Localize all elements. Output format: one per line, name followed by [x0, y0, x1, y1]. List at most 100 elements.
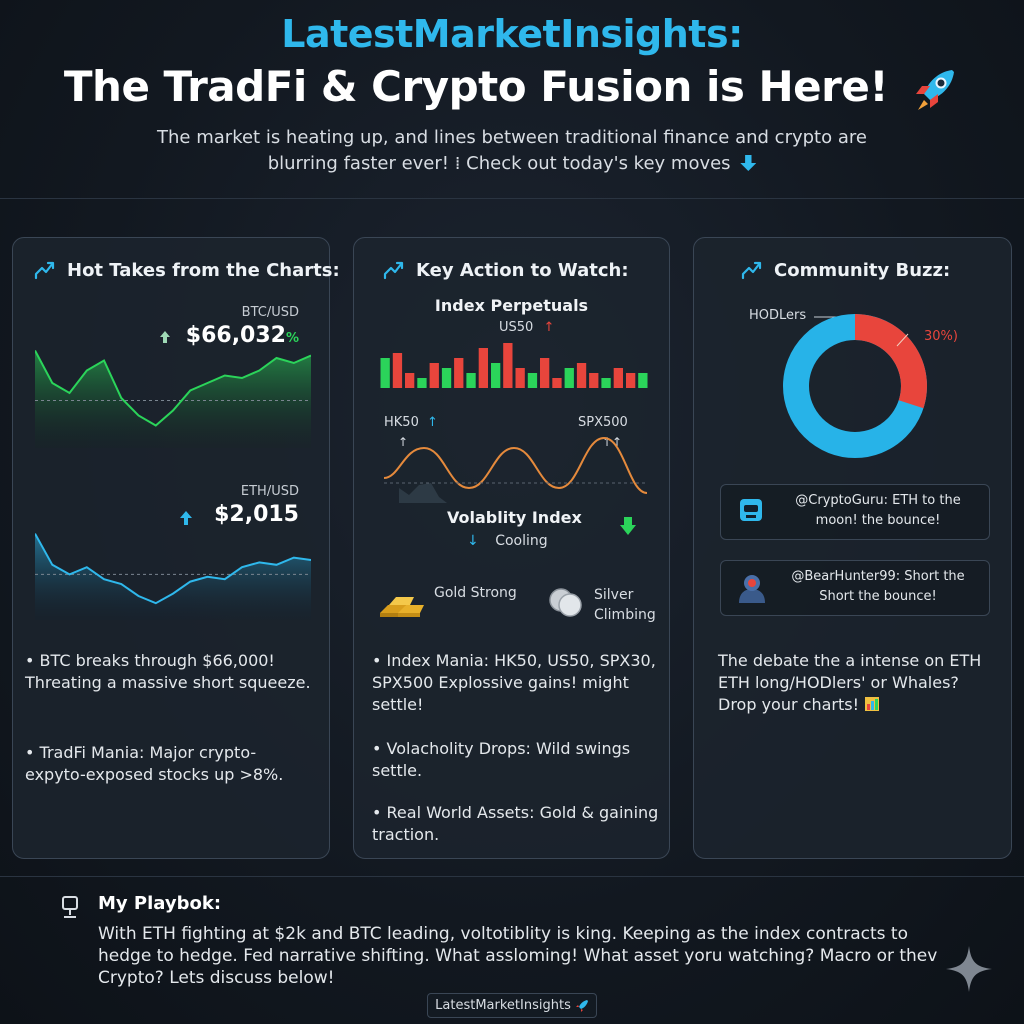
headline: The TradFi & Crypto Fusion is Here! [0, 62, 1024, 116]
bullet-1: • Index Mania: HK50, US50, SPX30, SPX500… [372, 651, 656, 714]
comment-text-1: @CryptoGuru: ETH to the moon! the bounce… [795, 493, 961, 528]
bullet-1: • BTC breaks through $66,000! Threating … [25, 651, 311, 692]
volatility-wave-chart [383, 436, 648, 503]
chart-up-icon [34, 261, 55, 280]
gold-label: Gold Strong [434, 585, 517, 601]
footer-tag-text: LatestMarketInsights [435, 998, 571, 1013]
bullet-2: • TradFi Mania: Major crypto-expyto-expo… [25, 743, 284, 784]
sparkle-icon [946, 946, 992, 992]
perp-bar [576, 363, 587, 388]
btc-area-chart [35, 350, 311, 448]
donut-label: HODLers [749, 308, 807, 323]
hk50-text: HK50 [384, 415, 419, 430]
card-title-buzz: Community Buzz: [740, 258, 950, 282]
arrow-down-icon [620, 517, 636, 535]
perp-bar [540, 358, 550, 388]
perp-bar [380, 358, 390, 388]
bullet-2: • Volacholity Drops: Wild swings settle. [372, 739, 631, 780]
card-title-key-action: Key Action to Watch: [382, 258, 629, 282]
subtitle-text: The market is heating up, and lines betw… [157, 127, 867, 174]
footer-tag[interactable]: LatestMarketInsights [427, 993, 597, 1018]
debate-text: The debate the a intense on ETH ETH long… [718, 650, 998, 716]
btc-price-suffix: % [285, 331, 299, 346]
vol-title: Volablity Index [447, 508, 582, 527]
header: LatestMarketInsights: The TradFi & Crypt… [0, 0, 1024, 198]
vol-status: ↓ Cooling [467, 533, 548, 549]
perp-bar [552, 378, 562, 388]
perp-bar [613, 368, 623, 388]
btc-price-value: $66,032 [185, 323, 286, 348]
perp-bar [466, 373, 476, 388]
silver-coins-icon [549, 588, 582, 617]
bullet-3: • Real World Assets: Gold & gaining trac… [372, 803, 659, 844]
silver-label: Silver Climbing [594, 587, 656, 623]
arrow-up-icon: ↑ [398, 435, 409, 449]
perp-bar [638, 373, 648, 388]
perp-bar [564, 368, 574, 388]
eth-area-chart [35, 533, 311, 620]
perp-bar [589, 373, 599, 388]
perp-bar [478, 348, 488, 388]
card-community-buzz: Community Buzz: HODLers 30%) @CryptoGuru… [693, 237, 1012, 859]
perp-bar [454, 358, 464, 388]
perp-bar [601, 378, 611, 388]
playbook-title: My Playbok: [98, 893, 222, 914]
perp-bar-chart [380, 343, 648, 388]
arrow-up-icon [180, 511, 192, 525]
perp-bar [417, 378, 427, 388]
rocket-icon [916, 69, 955, 110]
perp-bar [441, 368, 452, 388]
rocket-icon [575, 999, 588, 1012]
card-hot-takes: Hot Takes from the Charts: BTC/USD $66,0… [12, 237, 340, 859]
chart-up-icon [383, 261, 404, 280]
perp-bar [392, 353, 403, 388]
donut-segment [854, 314, 927, 409]
arrow-down-icon [740, 155, 757, 171]
perp-bar [515, 368, 525, 388]
bear-avatar-icon [739, 575, 765, 603]
comment-card-2[interactable]: @BearHunter99: Short the Short the bounc… [720, 560, 990, 616]
perp-bar [503, 343, 513, 388]
comment-text-2: @BearHunter99: Short the Short the bounc… [791, 569, 965, 604]
perp-bar [405, 373, 415, 388]
perp-bar [527, 373, 538, 388]
arrow-up-icon: ↑ [426, 415, 438, 430]
perp-label-text: US50 [499, 320, 534, 335]
eth-pair-label: ETH/USD [240, 484, 299, 499]
arrow-up-icon: ↑ [543, 320, 555, 335]
perp-bar [491, 363, 501, 388]
hk50-label: HK50 ↑ [384, 415, 438, 430]
footer-divider [0, 876, 1024, 877]
donut-pct: 30%) [924, 329, 958, 344]
donut-chart [783, 314, 927, 458]
eth-price: $2,015 [214, 502, 299, 527]
gold-bars-icon [380, 597, 424, 617]
btc-price: $66,032% [186, 323, 299, 348]
chart-up-icon [741, 261, 762, 280]
chart-emoji-icon [865, 697, 880, 711]
playbook-text: With ETH fighting at $2k and BTC leading… [98, 924, 938, 988]
card-key-action: Key Action to Watch: Index Perpetuals US… [353, 237, 670, 859]
card-title-hot-takes: Hot Takes from the Charts: [33, 258, 340, 282]
subtitle: The market is heating up, and lines betw… [120, 125, 904, 177]
debate-text-content: The debate the a intense on ETH ETH long… [718, 651, 982, 714]
card-title-text: Key Action to Watch: [416, 259, 629, 281]
chart-area-fill [35, 350, 311, 448]
arrow-up-icon [160, 331, 170, 343]
perp-title: Index Perpetuals [434, 296, 589, 315]
robot-avatar-icon [740, 499, 762, 521]
perp-bar [626, 373, 636, 388]
trophy-icon [62, 896, 78, 918]
brand-title: LatestMarketInsights: [281, 12, 743, 56]
perp-label: US50 ↑ [499, 320, 554, 335]
perp-bar [429, 363, 439, 388]
spx500-label: SPX500 [578, 415, 628, 430]
chart-area-fill [35, 533, 311, 620]
card-title-text: Hot Takes from the Charts: [67, 259, 340, 281]
chart-line [35, 350, 311, 427]
headline-text: The TradFi & Crypto Fusion is Here! [63, 62, 889, 111]
card-title-text: Community Buzz: [774, 259, 951, 281]
comment-card-1[interactable]: @CryptoGuru: ETH to the moon! the bounce… [720, 484, 990, 540]
vol-status-text: Cooling [495, 533, 548, 549]
btc-pair-label: BTC/USD [241, 305, 299, 320]
